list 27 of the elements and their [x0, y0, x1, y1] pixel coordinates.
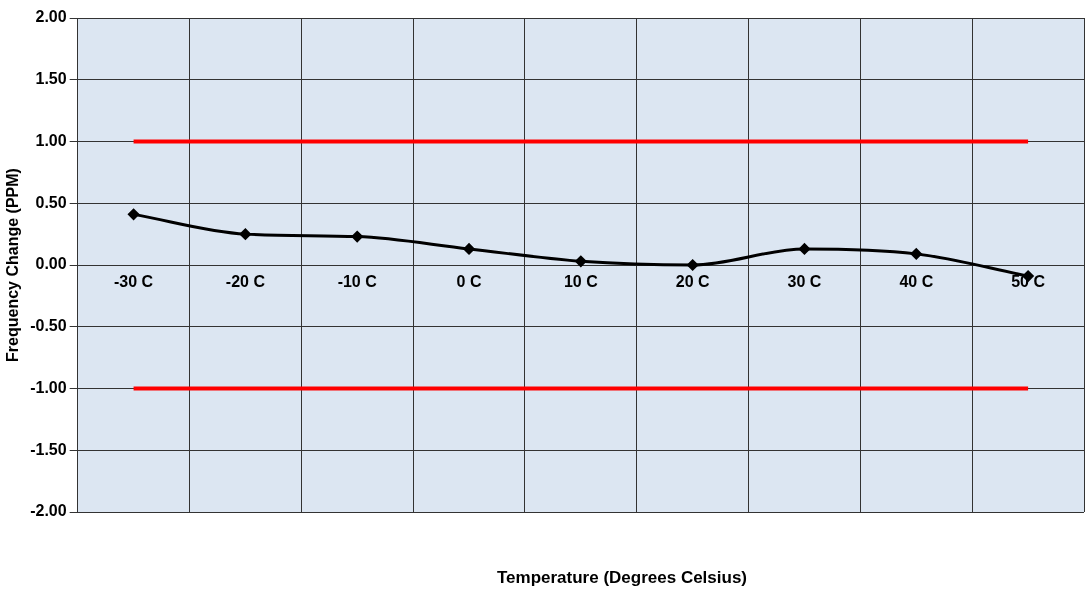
x-axis-title: Temperature (Degrees Celsius) [495, 568, 749, 588]
y-tick-label: -1.00 [30, 378, 67, 396]
y-axis-title: Frequency Change (PPM) [4, 168, 22, 362]
y-tick-label: 0.00 [35, 255, 67, 273]
point [687, 259, 699, 271]
x-tick-label: 0 C [456, 273, 482, 291]
x-tick-label: -20 C [225, 273, 266, 291]
point [575, 255, 587, 267]
y-tick-label: 0.50 [35, 193, 67, 211]
y-tick-label: -1.50 [30, 440, 67, 458]
x-tick-label: 20 C [675, 273, 710, 291]
y-tick-label: 1.50 [35, 70, 67, 88]
y-tick-label: -0.50 [30, 317, 67, 335]
point [798, 243, 810, 255]
x-tick-label: -30 C [114, 273, 154, 291]
x-tick-label: 40 C [899, 273, 934, 291]
y-tick-label: -2.00 [30, 502, 67, 520]
x-tick-label: 10 C [563, 273, 599, 291]
point [239, 228, 251, 240]
x-tick-label: 30 C [787, 273, 822, 291]
x-tick-label: -10 C [337, 273, 378, 291]
y-tick-label: 1.00 [35, 131, 67, 149]
point [910, 248, 922, 260]
y-tick-label: 2.00 [35, 8, 67, 26]
point [351, 231, 363, 243]
point [128, 208, 140, 220]
point [463, 243, 475, 255]
